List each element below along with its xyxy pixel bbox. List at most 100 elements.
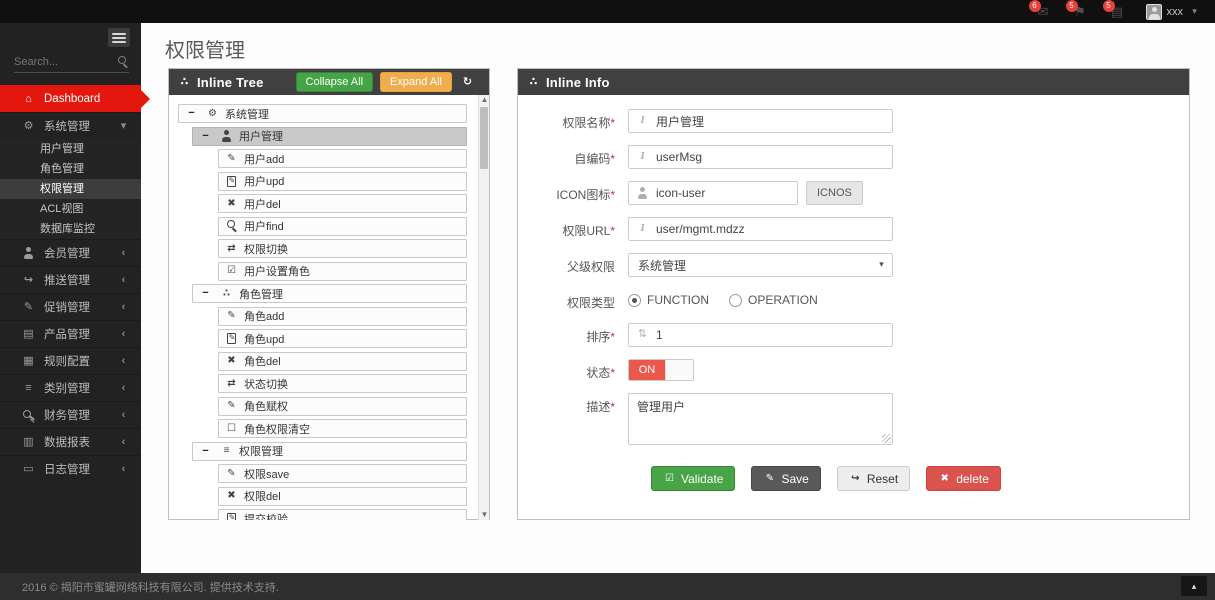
collapse-all-button[interactable]: Collapse All <box>295 72 374 92</box>
tree-node-label: 用户del <box>244 198 281 211</box>
tree-node[interactable]: 角色管理 <box>192 284 467 303</box>
tree-node[interactable]: 用户设置角色 <box>218 261 467 281</box>
text-field-icon <box>636 151 649 162</box>
tree-node[interactable]: 提交校验 <box>218 509 467 520</box>
reset-button[interactable]: Reset <box>836 466 911 491</box>
validate-button[interactable]: Validate <box>651 466 736 491</box>
form-row-url: 权限URL* <box>518 217 1189 241</box>
sort-order-input[interactable] <box>628 323 893 347</box>
list-icon <box>220 446 233 456</box>
book-icon <box>22 329 35 340</box>
tree-node[interactable]: 角色权限清空 <box>218 419 467 438</box>
sidebar-item-member-mgmt[interactable]: 会员管理 <box>0 239 141 266</box>
tree-node[interactable]: 系统管理 <box>178 104 467 123</box>
required-mark: * <box>610 330 615 344</box>
tree-node[interactable]: 角色del <box>218 351 467 371</box>
topbar-status-items: 6 5 5 <box>1028 0 1124 19</box>
sidebar-subitem-db-monitor[interactable]: 数据库监控 <box>40 223 95 235</box>
permission-name-input[interactable] <box>628 109 893 133</box>
tree-node-label: 权限管理 <box>239 446 283 458</box>
x-icon <box>225 356 238 366</box>
tree-node-label: 用户设置角色 <box>244 266 310 278</box>
tree-node[interactable]: 状态切换 <box>218 374 467 393</box>
sidebar-item-dashboard[interactable]: Dashboard <box>0 85 150 112</box>
icons-picker-button[interactable]: ICNOS <box>806 181 863 205</box>
sidebar-toggle-button[interactable] <box>108 28 130 47</box>
collapse-toggle-icon[interactable] <box>199 131 212 142</box>
sidebar-subitem-role-mgmt[interactable]: 角色管理 <box>40 163 84 175</box>
chevron-left-icon <box>117 383 130 394</box>
radio-function[interactable]: FUNCTION <box>628 289 709 307</box>
tree-node[interactable]: 角色赋权 <box>218 396 467 416</box>
tree-node[interactable]: 用户find <box>218 216 467 236</box>
collapse-toggle-icon[interactable] <box>185 108 198 119</box>
user-menu[interactable]: xxx <box>1145 3 1202 20</box>
radio-operation[interactable]: OPERATION <box>729 289 818 307</box>
sidebar-item-data-report[interactable]: 数据报表 <box>0 428 141 455</box>
tree-node-label: 提交校验 <box>244 513 288 521</box>
tree-node[interactable]: 角色add <box>218 306 467 326</box>
refresh-icon[interactable] <box>461 77 474 88</box>
chevron-up-icon <box>1188 582 1201 591</box>
icon-input[interactable] <box>628 181 798 205</box>
permission-url-input[interactable] <box>628 217 893 241</box>
tree-node[interactable]: 权限管理 <box>192 441 467 461</box>
sidebar-item-product-mgmt[interactable]: 产品管理 <box>0 320 141 347</box>
sidebar-item-rule-config[interactable]: 规则配置 <box>0 347 141 374</box>
tree-node[interactable]: 权限del <box>218 486 467 506</box>
resize-handle[interactable] <box>882 434 891 443</box>
sidebar-menu: Dashboard 系统管理用户管理角色管理权限管理 ACL视图数据库监控会员管理推… <box>0 85 150 482</box>
description-textarea[interactable]: 管理用户 <box>628 393 893 445</box>
tree-node-label: 权限save <box>244 468 290 481</box>
sidebar-item-system-mgmt[interactable]: 系统管理 <box>0 112 141 139</box>
sidebar-subitem-acl-view[interactable]: ACL视图 <box>40 203 84 215</box>
username: xxx <box>1166 5 1184 18</box>
tree-node[interactable]: 用户del <box>218 194 467 213</box>
tree-node-label: 角色add <box>244 311 285 323</box>
sidebar-item-push-mgmt[interactable]: 推送管理 <box>0 266 141 293</box>
code-input[interactable] <box>628 145 893 169</box>
tasks-menu-button[interactable]: 5 <box>1102 0 1124 19</box>
collapse-toggle-icon[interactable] <box>199 288 212 299</box>
expand-all-button[interactable]: Expand All <box>380 72 452 92</box>
tree-node[interactable]: 权限切换 <box>218 239 467 258</box>
text-field-icon <box>636 223 649 234</box>
key-icon <box>22 409 35 421</box>
sidebar-subitem-user-mgmt[interactable]: 用户管理 <box>40 143 84 155</box>
user-icon <box>22 247 35 259</box>
sidebar-item-log-mgmt[interactable]: 日志管理 <box>0 455 141 482</box>
tree-node[interactable]: 用户upd <box>218 171 467 191</box>
sidebar-subitem-permission-mgmt[interactable]: 权限管理 <box>0 179 141 199</box>
user-icon <box>220 130 233 142</box>
chevron-left-icon <box>117 356 130 367</box>
sidebar-item-promotion-mgmt[interactable]: 促销管理 <box>0 293 141 320</box>
tree-node[interactable]: 权限save <box>218 464 467 483</box>
tree-node[interactable]: 用户管理 <box>192 126 467 146</box>
main-content: 权限管理 Inline Tree Collapse All Expand All… <box>141 23 1215 573</box>
flag-menu-button[interactable]: 5 <box>1065 0 1087 19</box>
tree-node-label: 权限del <box>244 491 281 503</box>
sidebar-item-category-mgmt[interactable]: 类别管理 <box>0 374 141 401</box>
scroll-top-button[interactable] <box>1181 576 1207 596</box>
scroll-up-arrow[interactable]: ▲ <box>480 95 489 104</box>
chevron-down-icon <box>117 121 130 132</box>
collapse-toggle-icon[interactable] <box>199 446 212 457</box>
sidebar-item-label: 产品管理 <box>44 329 90 341</box>
save-button[interactable]: Save <box>751 466 821 491</box>
required-mark: * <box>610 116 615 130</box>
sitemap-icon <box>220 289 233 299</box>
tree-node[interactable]: 角色upd <box>218 329 467 348</box>
delete-button[interactable]: delete <box>926 466 1001 491</box>
scroll-down-arrow[interactable]: ▼ <box>480 510 489 519</box>
tree-scrollbar[interactable]: ▲ ▼ <box>478 95 489 520</box>
tree-node[interactable]: 用户add <box>218 149 467 168</box>
search-input[interactable] <box>14 56 116 68</box>
inline-tree-panel: Inline Tree Collapse All Expand All 系统管理… <box>168 68 490 520</box>
envelope-menu-button[interactable]: 6 <box>1028 0 1050 19</box>
search-icon <box>116 56 129 68</box>
status-toggle[interactable]: ON <box>628 359 694 381</box>
scrollbar-thumb[interactable] <box>480 107 488 169</box>
sidebar-item-finance-mgmt[interactable]: 财务管理 <box>0 401 141 428</box>
tree-node-label: 状态切换 <box>244 378 288 391</box>
parent-permission-select[interactable]: 系统管理 <box>628 253 893 277</box>
